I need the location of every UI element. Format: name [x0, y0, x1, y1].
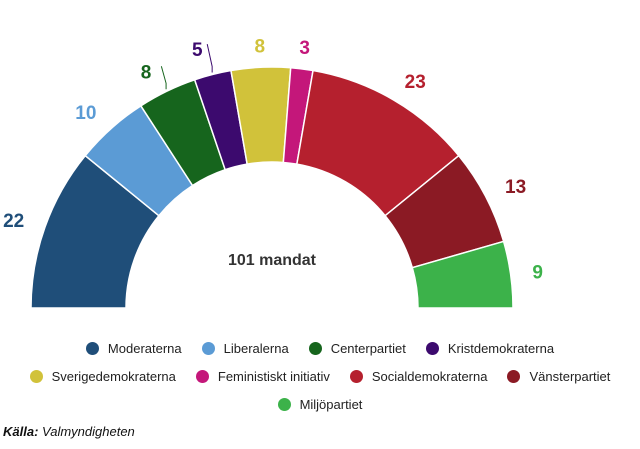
legend-dot	[277, 397, 291, 411]
center-label: 101 mandat	[228, 252, 317, 269]
source-note: Källa: Valmyndigheten	[3, 424, 135, 439]
legend-item-feministiskt-initiativ: Feministiskt initiativ	[195, 368, 330, 384]
legend-item-socialdemokraterna: Socialdemokraterna	[349, 368, 488, 384]
legend-item-vansterpartiet: Vänsterpartiet	[507, 369, 610, 384]
seat-label-feministiskt-initiativ: 3	[299, 38, 310, 59]
legend-label: Kristdemokraterna	[447, 340, 555, 356]
source-label: Källa:	[3, 424, 39, 439]
seat-label-centerpartiet: 8	[141, 62, 152, 83]
chart-seat-labels: 22 10 8 5 8 3 23 13 9	[3, 36, 543, 283]
legend-dot	[308, 341, 322, 355]
chart-slices	[30, 66, 514, 309]
legend-label: Miljöpartiet	[299, 396, 363, 412]
legend-label: Socialdemokraterna	[371, 368, 488, 384]
parliament-chart: 22 10 8 5 8 3 23 13 9 101 mandat	[3, 36, 543, 309]
legend-dot	[349, 369, 363, 383]
legend: Moderaterna Liberalerna Centerpartiet Kr…	[0, 334, 640, 418]
legend-dot	[29, 369, 43, 383]
legend-label: Sverigedemokraterna	[51, 368, 176, 384]
legend-dot	[425, 341, 439, 355]
legend-dot	[507, 369, 521, 383]
seat-label-kristdemokraterna: 5	[192, 40, 203, 61]
legend-row-3: Miljöpartiet	[0, 390, 640, 418]
legend-item-liberalerna: Liberalerna	[201, 340, 289, 356]
legend-label: Moderaterna	[107, 340, 182, 356]
chart-leader-lines	[160, 43, 213, 90]
legend-label: Vänsterpartiet	[529, 368, 611, 384]
legend-row-1: Moderaterna Liberalerna Centerpartiet Kr…	[0, 334, 640, 362]
seat-label-sverigedemokraterna: 8	[254, 36, 265, 57]
legend-label: Centerpartiet	[330, 340, 406, 356]
seat-label-moderaterna: 22	[3, 211, 24, 232]
legend-dot	[85, 341, 99, 355]
legend-item-centerpartiet: Centerpartiet	[308, 340, 406, 356]
legend-label: Liberalerna	[223, 340, 289, 356]
slice-miljopartiet	[411, 240, 514, 309]
legend-dot	[195, 369, 209, 383]
seat-label-miljopartiet: 9	[532, 262, 543, 283]
legend-row-2: Sverigedemokraterna Feministiskt initiat…	[0, 362, 640, 390]
leader-kristdemokraterna	[206, 43, 213, 73]
legend-item-miljopartiet: Miljöpartiet	[277, 396, 363, 412]
seat-label-socialdemokraterna: 23	[405, 72, 426, 93]
legend-item-kristdemokraterna: Kristdemokraterna	[425, 340, 555, 356]
legend-item-sverigedemokraterna: Sverigedemokraterna	[29, 368, 176, 384]
legend-item-moderaterna: Moderaterna	[85, 340, 182, 356]
leader-centerpartiet	[160, 66, 167, 90]
legend-label: Feministiskt initiativ	[217, 368, 330, 384]
source-value: Valmyndigheten	[42, 424, 135, 439]
seat-label-liberalerna: 10	[75, 103, 96, 124]
seat-label-vansterpartiet: 13	[505, 177, 526, 198]
legend-dot	[201, 341, 215, 355]
